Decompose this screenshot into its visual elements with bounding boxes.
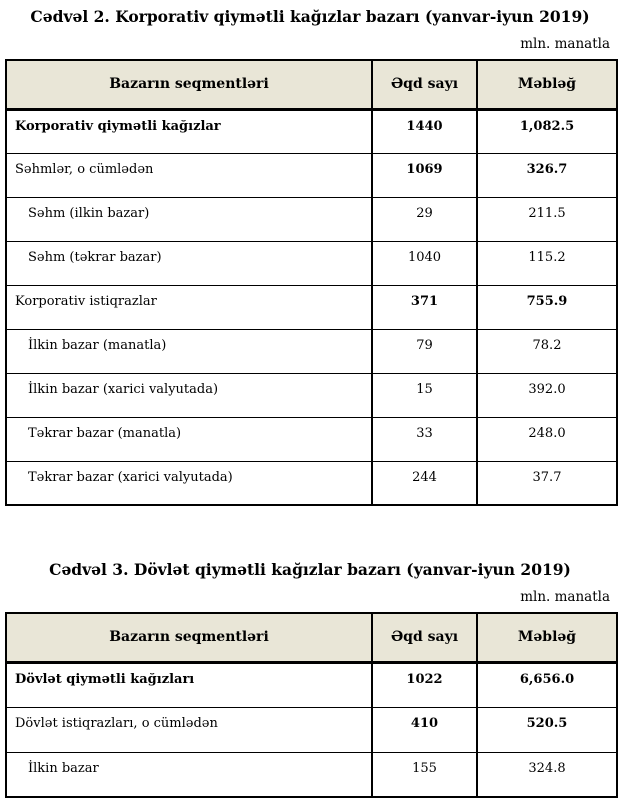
- segment-cell: Səhm (təkrar bazar): [5, 240, 373, 286]
- segment-cell: İlkin bazar (xarici valyutada): [5, 372, 373, 418]
- government-securities-section: Cədvəl 3. Dövlət qiymətli kağızlar bazar…: [0, 559, 620, 798]
- segment-cell: Səhm (ilkin bazar): [5, 196, 373, 242]
- amount-cell: 392.0: [476, 372, 618, 418]
- deals-cell: 244: [371, 460, 478, 506]
- deals-cell: 15: [371, 372, 478, 418]
- amount-cell: 324.8: [476, 751, 618, 798]
- table-2-header: Bazarın seqmentləri Əqd sayı Məbləğ: [5, 59, 618, 111]
- amount-cell: 1,082.5: [476, 108, 618, 154]
- deals-cell: 371: [371, 284, 478, 330]
- col-header-segments: Bazarın seqmentləri: [5, 59, 373, 111]
- segment-cell: Səhmlər, o cümlədən: [5, 152, 373, 198]
- deals-cell: 155: [371, 751, 478, 798]
- deals-cell: 1022: [371, 661, 478, 708]
- amount-cell: 115.2: [476, 240, 618, 286]
- col-header-deal-count: Əqd sayı: [371, 59, 478, 111]
- table-row: Təkrar bazar (xarici valyutada) 244 37.7: [5, 460, 618, 506]
- segment-cell: İlkin bazar: [5, 751, 373, 798]
- amount-cell: 37.7: [476, 460, 618, 506]
- table-row: Səhm (təkrar bazar) 1040 115.2: [5, 240, 618, 286]
- table-2-unit-note: mln. manatla: [520, 36, 610, 52]
- deals-cell: 1040: [371, 240, 478, 286]
- col-header-amount: Məbləğ: [476, 59, 618, 111]
- amount-cell: 248.0: [476, 416, 618, 462]
- segment-cell: Dövlət qiymətli kağızları: [5, 661, 373, 708]
- table-row: Korporativ qiymətli kağızlar 1440 1,082.…: [5, 108, 618, 154]
- table-2-body: Korporativ qiymətli kağızlar 1440 1,082.…: [5, 108, 618, 506]
- table-3-body: Dövlət qiymətli kağızları 1022 6,656.0 D…: [5, 661, 618, 798]
- amount-cell: 755.9: [476, 284, 618, 330]
- segment-cell: Dövlət istiqrazları, o cümlədən: [5, 706, 373, 753]
- table-header-row: Bazarın seqmentləri Əqd sayı Məbləğ: [5, 59, 618, 111]
- table-row: Səhmlər, o cümlədən 1069 326.7: [5, 152, 618, 198]
- deals-cell: 79: [371, 328, 478, 374]
- table-2-title: Cədvəl 2. Korporativ qiymətli kağızlar b…: [30, 7, 590, 26]
- deals-cell: 1069: [371, 152, 478, 198]
- amount-cell: 211.5: [476, 196, 618, 242]
- table-header-row: Bazarın seqmentləri Əqd sayı Məbləğ: [5, 612, 618, 664]
- amount-cell: 520.5: [476, 706, 618, 753]
- government-securities-table: Bazarın seqmentləri Əqd sayı Məbləğ Dövl…: [5, 612, 618, 798]
- segment-cell: Təkrar bazar (xarici valyutada): [5, 460, 373, 506]
- col-header-amount: Məbləğ: [476, 612, 618, 664]
- segment-cell: Təkrar bazar (manatla): [5, 416, 373, 462]
- table-3-header: Bazarın seqmentləri Əqd sayı Məbləğ: [5, 612, 618, 664]
- amount-cell: 78.2: [476, 328, 618, 374]
- table-row: Korporativ istiqrazlar 371 755.9: [5, 284, 618, 330]
- deals-cell: 410: [371, 706, 478, 753]
- deals-cell: 33: [371, 416, 478, 462]
- corporate-securities-section: Cədvəl 2. Korporativ qiymətli kağızlar b…: [0, 6, 620, 506]
- col-header-segments: Bazarın seqmentləri: [5, 612, 373, 664]
- table-row: Dövlət istiqrazları, o cümlədən 410 520.…: [5, 706, 618, 753]
- segment-cell: İlkin bazar (manatla): [5, 328, 373, 374]
- table-row: İlkin bazar (manatla) 79 78.2: [5, 328, 618, 374]
- segment-cell: Korporativ qiymətli kağızlar: [5, 108, 373, 154]
- table-row: Təkrar bazar (manatla) 33 248.0: [5, 416, 618, 462]
- segment-cell: Korporativ istiqrazlar: [5, 284, 373, 330]
- deals-cell: 29: [371, 196, 478, 242]
- table-3-title: Cədvəl 3. Dövlət qiymətli kağızlar bazar…: [49, 560, 571, 579]
- table-row: İlkin bazar 155 324.8: [5, 751, 618, 798]
- table-row: Dövlət qiymətli kağızları 1022 6,656.0: [5, 661, 618, 708]
- corporate-securities-table: Bazarın seqmentləri Əqd sayı Məbləğ Korp…: [5, 59, 618, 506]
- col-header-deal-count: Əqd sayı: [371, 612, 478, 664]
- deals-cell: 1440: [371, 108, 478, 154]
- table-3-unit-note: mln. manatla: [520, 589, 610, 605]
- table-row: Səhm (ilkin bazar) 29 211.5: [5, 196, 618, 242]
- amount-cell: 326.7: [476, 152, 618, 198]
- table-row: İlkin bazar (xarici valyutada) 15 392.0: [5, 372, 618, 418]
- amount-cell: 6,656.0: [476, 661, 618, 708]
